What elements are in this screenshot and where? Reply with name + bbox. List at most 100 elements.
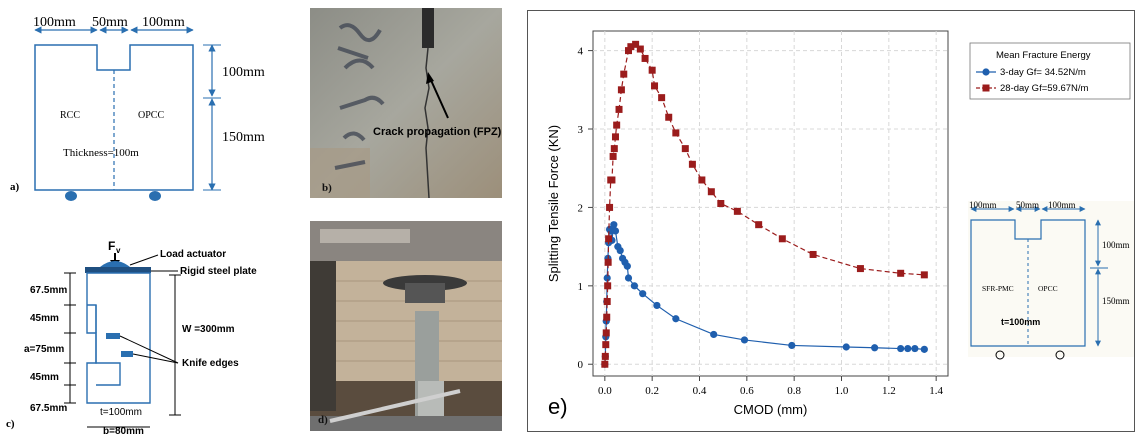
- panel-e-chart: 0.0 0.2 0.4 0.6 0.8 1.0 1.2 1.4 0 1 2 3 4 Splitting …: [546, 30, 1134, 419]
- knife-edge-top: [106, 333, 120, 339]
- x-tick-label: 1.0: [835, 385, 849, 397]
- dim-left-1: 67.5mm: [30, 285, 67, 296]
- point-3day: [624, 274, 633, 282]
- dim-left-5: 67.5mm: [30, 403, 67, 414]
- panel-b-letter: b): [322, 182, 332, 194]
- x-axis-label: CMOD (mm): [734, 402, 808, 417]
- label-knife-edges: Knife edges: [182, 358, 239, 369]
- point-3day: [920, 345, 928, 353]
- dim-top-1: 100mm: [33, 15, 76, 30]
- point-28day: [665, 113, 673, 121]
- legend-28day: 28-day Gf=59.67N/m: [1000, 83, 1089, 94]
- panel-b-svg: Crack propagation (FPZ) b): [310, 8, 502, 198]
- point-28day: [603, 313, 611, 321]
- support-left: [65, 191, 77, 201]
- x-tick-label: 1.2: [882, 385, 896, 397]
- point-28day: [707, 188, 715, 196]
- point-3day: [610, 221, 618, 229]
- point-28day: [651, 82, 659, 90]
- panel-b-crack-photo: Crack propagation (FPZ) b): [310, 8, 502, 198]
- inset-beam-diagram: 100mm 50mm 100mm 100mm 150mm SFR-PMC OPC…: [968, 200, 1134, 360]
- point-28day: [698, 176, 706, 184]
- point-3day: [611, 227, 620, 235]
- axes-layer: 0.0 0.2 0.4 0.6 0.8 1.0 1.2 1.4 0 1 2 3 4: [578, 46, 944, 397]
- panel-a-letter: a): [10, 181, 20, 193]
- point-28day: [604, 258, 612, 266]
- y-tick-label: 1: [578, 281, 584, 293]
- point-3day: [630, 282, 639, 290]
- point-3day: [842, 343, 850, 351]
- label-width: b=80mm: [103, 426, 144, 435]
- legend-box: [969, 42, 1131, 100]
- crack-line: [424, 47, 430, 198]
- inset-support-right: [1055, 350, 1065, 360]
- panel-d-test-photo: d): [310, 221, 502, 431]
- panel-c-svg: F v Load actuator Rigid steel plate Knif…: [6, 239, 257, 435]
- panel-c-specimen-diagram: F v Load actuator Rigid steel plate Knif…: [0, 215, 300, 435]
- load-subscript: v: [116, 246, 121, 255]
- y-tick-label: 2: [578, 202, 584, 214]
- inset-label-right: OPCC: [1038, 284, 1058, 293]
- dim-left-4: 45mm: [30, 372, 59, 383]
- point-28day: [604, 282, 612, 290]
- notch: [422, 8, 434, 48]
- point-28day: [856, 265, 864, 273]
- point-3day: [653, 301, 661, 310]
- point-28day: [778, 235, 786, 243]
- point-28day: [755, 221, 763, 229]
- point-28day: [681, 145, 689, 153]
- support-right: [149, 191, 161, 201]
- point-28day: [658, 94, 666, 102]
- y-axis-label: Splitting Tensile Force (KN): [546, 125, 561, 282]
- x-tick-label: 0.8: [787, 385, 801, 397]
- point-28day: [672, 129, 680, 137]
- inset-dim-top-2: 50mm: [1016, 200, 1039, 210]
- inset-dim-right-2: 150mm: [1102, 296, 1130, 306]
- label-height: W =300mm: [182, 324, 235, 335]
- point-28day: [602, 341, 610, 349]
- point-28day: [717, 200, 725, 207]
- point-28day: [610, 145, 618, 153]
- y-tick-label: 4: [578, 46, 584, 58]
- point-28day: [636, 45, 644, 53]
- inset-background: [968, 201, 1134, 357]
- panel-e-letter: e): [548, 394, 568, 419]
- dim-right-2: 150mm: [222, 130, 265, 145]
- crack-label: Crack propagation (FPZ): [373, 126, 502, 138]
- panel-a-svg: 100mm 50mm 100mm 100mm 150mm RCC OPCC Th…: [10, 15, 265, 201]
- load-symbol: F: [108, 239, 115, 253]
- x-tick-label: 0.2: [645, 385, 659, 397]
- point-28day: [603, 298, 611, 306]
- beam-outline: [34, 44, 194, 191]
- legend-3day: 3-day Gf= 34.52N/m: [1000, 67, 1086, 78]
- x-tick-label: 0.0: [598, 385, 612, 397]
- inset-dim-top-3: 100mm: [1048, 200, 1076, 210]
- label-thickness-c: t=100mm: [100, 407, 142, 418]
- plot-area: [592, 30, 949, 377]
- label-rigid-plate: Rigid steel plate: [180, 266, 257, 277]
- point-28day: [620, 70, 628, 78]
- point-28day: [920, 271, 928, 279]
- point-3day: [623, 262, 631, 270]
- dim-left-3: a=75mm: [24, 344, 64, 355]
- point-28day: [611, 133, 619, 141]
- point-28day: [688, 160, 696, 168]
- label-load-actuator: Load actuator: [160, 249, 226, 260]
- point-3day: [911, 344, 919, 353]
- point-28day: [897, 269, 905, 277]
- point-3day: [710, 330, 718, 339]
- thickness-label: Thickness=100m: [63, 147, 139, 159]
- point-28day: [601, 360, 609, 368]
- y-tick-label: 3: [578, 124, 584, 136]
- inset-support-left: [995, 350, 1005, 360]
- y-tick-label: 0: [578, 359, 584, 371]
- panel-a-beam-diagram: 100mm 50mm 100mm 100mm 150mm RCC OPCC Th…: [0, 0, 290, 215]
- dim-right-1: 100mm: [222, 65, 265, 80]
- point-28day: [601, 352, 609, 360]
- dim-top-2: 50mm: [92, 15, 128, 30]
- grid-layer: [592, 30, 949, 377]
- point-3day: [871, 344, 879, 352]
- load-actuator: [100, 261, 130, 267]
- legend-title: Mean Fracture Energy: [996, 50, 1091, 61]
- legend: Mean Fracture Energy 3-day Gf= 34.52N/m …: [969, 42, 1131, 100]
